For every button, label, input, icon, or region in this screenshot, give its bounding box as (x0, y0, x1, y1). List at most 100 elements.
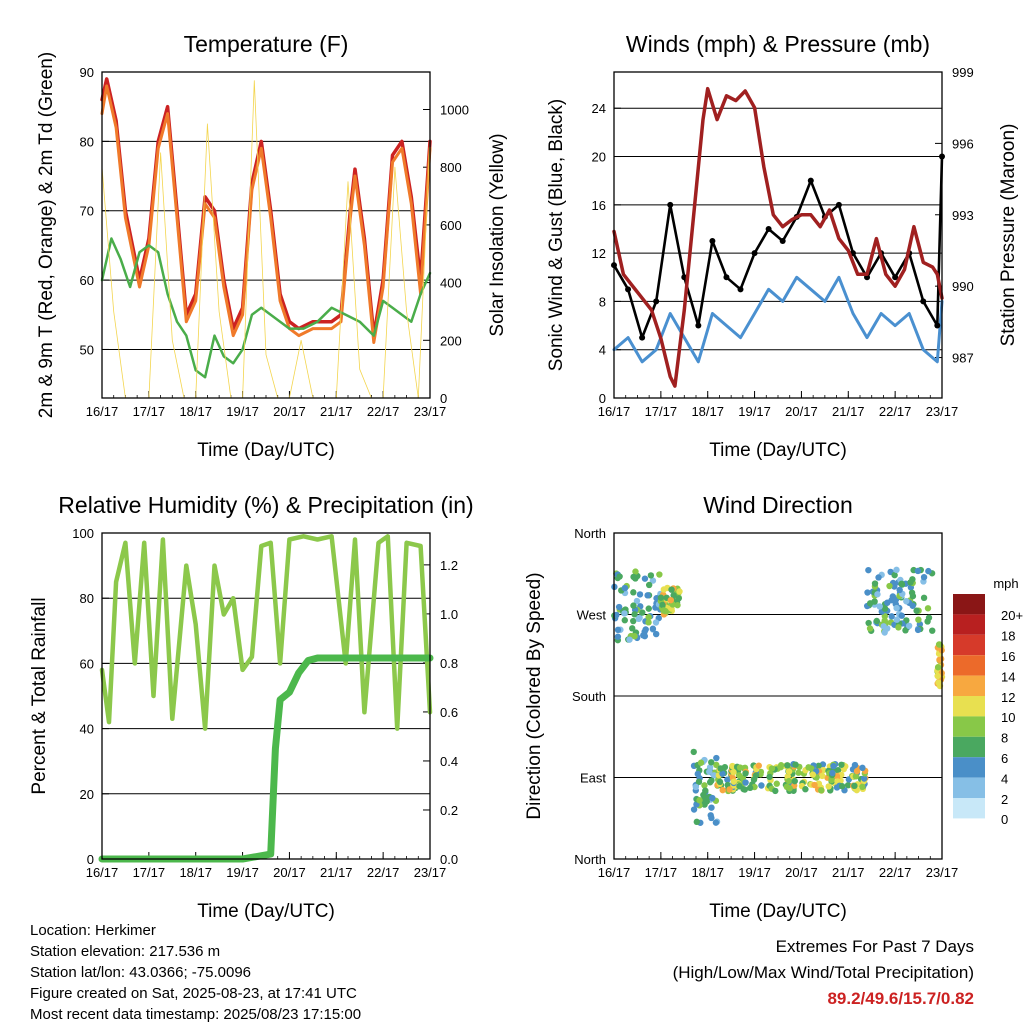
x-tick-label: 19/17 (738, 404, 771, 419)
direction-point (645, 581, 653, 589)
series-line (99, 534, 433, 731)
direction-point (708, 814, 715, 822)
direction-point (866, 625, 874, 632)
direction-point (630, 589, 637, 596)
direction-point (710, 772, 718, 779)
y-tick-label: 40 (80, 722, 94, 737)
direction-point (736, 783, 743, 790)
direction-point (865, 566, 872, 574)
extremes-subtitle: (High/Low/Max Wind/Total Precipitation) (672, 963, 974, 982)
x-tick-label: 23/17 (926, 404, 959, 419)
direction-point (695, 778, 703, 786)
x-tick-label: 21/17 (832, 865, 865, 880)
gust-point (723, 274, 730, 281)
direction-point (633, 597, 641, 605)
direction-point (934, 664, 942, 671)
plot-border (101, 71, 431, 399)
direction-point (914, 626, 922, 634)
direction-point (785, 768, 793, 775)
direction-point (632, 568, 639, 575)
direction-point (726, 786, 733, 793)
x-tick-label: 18/17 (691, 865, 724, 880)
y2-tick-label: 0.2 (440, 803, 458, 818)
direction-point (645, 613, 652, 621)
direction-point (708, 759, 715, 766)
direction-point (865, 619, 872, 627)
x-tick-label: 19/17 (226, 404, 259, 419)
direction-point (694, 770, 701, 778)
direction-point (853, 767, 861, 775)
direction-point (903, 598, 910, 605)
direction-point (755, 762, 762, 769)
direction-point (873, 617, 880, 625)
direction-point (859, 764, 866, 772)
y-tick-label: 70 (80, 204, 94, 219)
plot-border (101, 532, 431, 860)
direction-point (864, 589, 871, 596)
direction-point (652, 619, 660, 626)
y-tick-label: 80 (80, 591, 94, 606)
x-tick-label: 17/17 (645, 404, 678, 419)
y-tick-label: 20 (592, 150, 606, 165)
direction-point (936, 656, 943, 663)
y-tick-label: 0 (87, 852, 94, 867)
legend-label: 20+ (1001, 608, 1023, 623)
direction-point (852, 773, 860, 780)
direction-point (915, 616, 922, 623)
y2-tick-label: 0 (440, 391, 447, 406)
direction-point (881, 605, 889, 612)
series-line (612, 275, 944, 364)
direction-point (895, 624, 902, 631)
direction-point (660, 607, 667, 614)
chart-title: Temperature (F) (184, 31, 349, 57)
direction-point (703, 798, 711, 805)
y2-tick-label: 0.8 (440, 656, 458, 671)
direction-point (925, 567, 932, 575)
direction-point (741, 786, 749, 793)
station-info: Location: Herkimer Station elevation: 21… (30, 920, 361, 1025)
direction-point (742, 779, 749, 786)
chart-panel-2: Winds (mph) & Pressure (mb) Time (Day/UTC… (546, 31, 1019, 461)
y2-tick-label: 400 (440, 276, 462, 291)
direction-point (644, 592, 651, 599)
direction-point (656, 571, 663, 578)
y2-tick-label: 987 (952, 351, 974, 366)
legend-swatch (953, 696, 985, 717)
legend-swatch (953, 736, 985, 758)
direction-point (630, 573, 637, 581)
y-tick-label: 12 (592, 246, 606, 261)
direction-point (713, 754, 720, 762)
direction-point (712, 819, 720, 826)
y-tick-label: 20 (80, 787, 94, 802)
y-tick-label: 8 (599, 294, 606, 309)
y-tick-label: North (574, 852, 606, 867)
x-tick-label: 17/17 (645, 865, 678, 880)
direction-point (920, 573, 928, 581)
direction-point (645, 619, 652, 626)
direction-point (888, 613, 895, 620)
y-axis-label: Direction (Colored By Speed) (524, 572, 545, 819)
direction-point (717, 765, 724, 772)
legend-swatch (953, 757, 985, 778)
y-axis-label: Solar Insolation (Yellow) (487, 133, 508, 336)
direction-point (674, 601, 681, 609)
gust-point (653, 298, 660, 305)
direction-point (880, 623, 887, 630)
direction-point (621, 617, 628, 624)
y2-tick-label: 993 (952, 208, 974, 223)
y2-tick-label: 999 (952, 65, 974, 80)
x-tick-label: 16/17 (86, 404, 119, 419)
gust-point (765, 225, 772, 232)
direction-point (891, 571, 898, 579)
y-tick-label: 16 (592, 198, 606, 213)
legend-swatch (953, 777, 985, 798)
gust-point (779, 238, 786, 245)
direction-point (719, 770, 726, 777)
gust-point (751, 250, 758, 257)
x-tick-label: 22/17 (879, 865, 912, 880)
direction-point (668, 586, 675, 593)
direction-point (830, 762, 837, 770)
chart-title: Wind Direction (703, 492, 853, 518)
direction-point (635, 615, 642, 623)
